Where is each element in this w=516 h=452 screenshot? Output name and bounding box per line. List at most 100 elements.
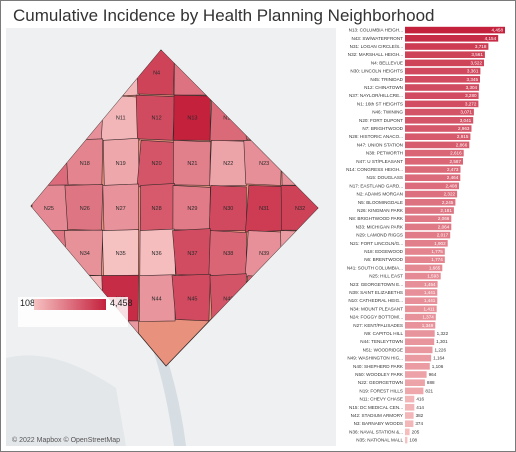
bar[interactable] — [405, 166, 461, 173]
bar-category-label: N11: CHEVY CHASE — [360, 397, 404, 402]
bar[interactable] — [405, 67, 481, 75]
bar[interactable] — [405, 76, 480, 83]
district-n22[interactable] — [209, 139, 248, 187]
district-label: N32 — [295, 206, 305, 212]
bar[interactable] — [405, 412, 414, 419]
legend-min-label: 108 — [20, 298, 36, 308]
bar-value-label: 2,066 — [438, 216, 450, 221]
bar[interactable] — [405, 51, 485, 58]
bar[interactable] — [405, 379, 425, 386]
bar[interactable] — [405, 84, 480, 91]
bar-category-label: N33: MICHIGAN PARK — [356, 224, 404, 229]
district-label: N23 — [259, 161, 269, 167]
bar-value-label: 3,718 — [475, 44, 487, 49]
bar-category-label: N50: WOODLEY PARK — [355, 372, 404, 377]
bar-value-label: 374 — [415, 421, 423, 426]
bar[interactable] — [405, 281, 438, 288]
choropleth-map[interactable]: N1N2N3N4N5N6N7N8N9N10N11N12N13N14N15N16N… — [6, 28, 336, 446]
bar-value-label: 382 — [416, 413, 424, 418]
bar[interactable] — [405, 371, 427, 378]
bar[interactable] — [405, 395, 415, 403]
bar[interactable] — [405, 305, 437, 313]
chart-title: Cumulative Incidence by Health Planning … — [13, 6, 435, 25]
bar[interactable] — [405, 207, 454, 214]
bar[interactable] — [405, 240, 448, 247]
bar[interactable] — [405, 26, 505, 34]
bar-value-label: 2,322 — [444, 192, 456, 197]
bar-value-label: 416 — [416, 397, 424, 402]
bar[interactable] — [405, 92, 479, 99]
bar-category-label: N45: TRINIDAD — [370, 77, 403, 82]
bar[interactable] — [405, 322, 436, 329]
bar[interactable] — [405, 436, 408, 444]
district-label: N29 — [187, 206, 197, 212]
bar[interactable] — [405, 182, 459, 190]
bar[interactable] — [405, 174, 461, 181]
bar[interactable] — [405, 108, 474, 116]
bar[interactable] — [405, 199, 456, 206]
bar[interactable] — [405, 338, 435, 345]
bar-category-label: N14: CONGRESS HEIGH... — [346, 167, 403, 172]
bar[interactable] — [405, 141, 470, 149]
bar-category-label: N42: STADIUM ARMORY — [351, 413, 403, 418]
bar-value-label: 1,902 — [434, 241, 446, 246]
bar[interactable] — [405, 248, 445, 255]
bar[interactable] — [405, 313, 436, 321]
district-n12[interactable] — [135, 94, 175, 141]
bar[interactable] — [405, 387, 424, 395]
bar[interactable] — [405, 346, 433, 354]
district-label: N13 — [187, 116, 197, 122]
bar[interactable] — [405, 43, 489, 50]
bar[interactable] — [405, 428, 410, 436]
map-attribution[interactable]: © 2022 Mapbox © OpenStreetMap — [12, 437, 120, 444]
bar[interactable] — [405, 272, 441, 280]
district-label: N31 — [259, 206, 269, 212]
bar-value-label: 3,522 — [471, 60, 483, 65]
bar[interactable] — [405, 363, 430, 370]
bar-category-label: N34: MOUNT PLEASANT — [350, 306, 403, 311]
bar[interactable] — [405, 100, 479, 108]
bar-category-label: N32: MARSHALL HEIGH... — [348, 52, 403, 57]
bar[interactable] — [405, 354, 432, 362]
bar[interactable] — [405, 223, 452, 231]
bar[interactable] — [405, 256, 445, 263]
bar-category-label: N13: COLUMBIA HEIGH... — [349, 28, 403, 33]
bar-category-label: N47: U ST/PLEASANT — [356, 159, 403, 164]
bar[interactable] — [405, 190, 458, 198]
bar[interactable] — [405, 215, 452, 222]
district-label: N26 — [80, 206, 90, 212]
bar[interactable] — [405, 404, 415, 411]
district-label: N21 — [187, 161, 197, 167]
bar-category-label: N21: FORT LINCOLN/G... — [350, 241, 403, 246]
bar-value-label: 1,441 — [424, 290, 436, 295]
bar[interactable] — [405, 264, 443, 272]
district-label: N30 — [223, 206, 233, 212]
bar[interactable] — [405, 297, 438, 304]
district-label: N18 — [80, 161, 90, 167]
bar[interactable] — [405, 158, 463, 165]
bar-value-label: 414 — [416, 405, 424, 410]
bar[interactable] — [405, 125, 472, 132]
bar-value-label: 205 — [412, 429, 420, 434]
map-svg[interactable]: N1N2N3N4N5N6N7N8N9N10N11N12N13N14N15N16N… — [6, 28, 336, 446]
bar-value-label: 3,361 — [467, 69, 479, 74]
district-n45[interactable] — [171, 273, 211, 322]
bar[interactable] — [405, 231, 451, 239]
bar-value-label: 2,963 — [458, 126, 470, 131]
bar[interactable] — [405, 330, 435, 337]
district-label: N28 — [152, 206, 162, 212]
bar-value-label: 1,164 — [433, 356, 445, 361]
bar[interactable] — [405, 149, 464, 157]
bar-category-label: N29: LAMOND RIGGS — [356, 233, 403, 238]
bar-value-label: 3,041 — [460, 118, 472, 123]
bar[interactable] — [405, 59, 484, 67]
district-n44[interactable] — [139, 274, 176, 322]
bar-category-label: N15: DC MEDICAL CEN... — [349, 405, 403, 410]
bar[interactable] — [405, 133, 471, 140]
bar[interactable] — [405, 117, 474, 124]
district-label: N25 — [44, 206, 54, 212]
bar[interactable] — [405, 35, 499, 42]
bar[interactable] — [405, 420, 414, 427]
district-label: N37 — [187, 251, 197, 257]
bar[interactable] — [405, 289, 438, 296]
